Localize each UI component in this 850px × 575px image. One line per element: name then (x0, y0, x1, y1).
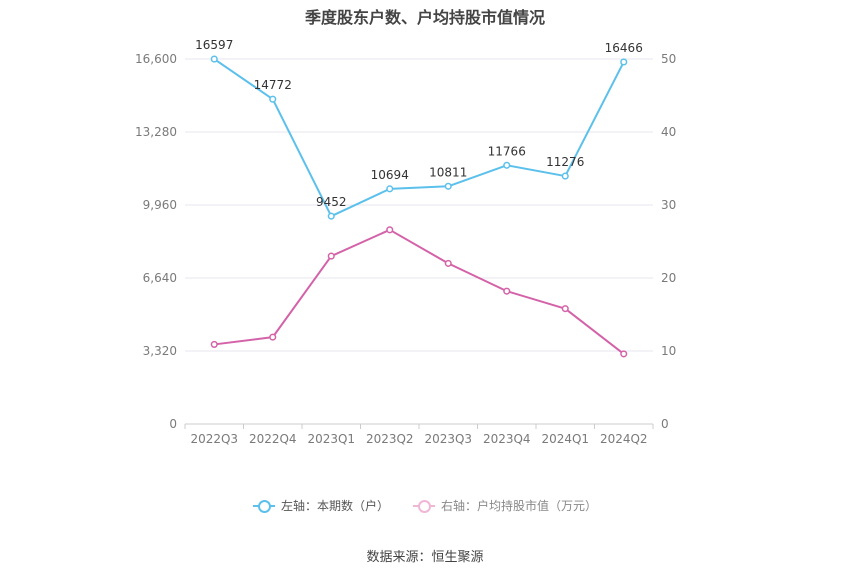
point-households (444, 182, 452, 190)
chart-title: 季度股东户数、户均持股市值情况 (304, 8, 545, 27)
y-right-tick-label: 0 (661, 417, 669, 431)
point-households (386, 185, 394, 193)
y-right-tick-label: 20 (661, 271, 676, 285)
source-note: 数据来源：恒生聚源 (366, 550, 484, 565)
data-label: 16597 (195, 38, 233, 52)
series-line-households (213, 58, 625, 218)
point-avg-value (210, 340, 218, 348)
data-label: 14772 (254, 78, 292, 92)
x-tick-label: 2024Q2 (600, 432, 648, 446)
y-right-tick-label: 40 (661, 125, 676, 139)
data-label: 10694 (371, 168, 409, 182)
x-tick-label: 2022Q3 (190, 432, 238, 446)
y-right-tick-label: 10 (661, 344, 676, 358)
x-tick-label: 2023Q4 (483, 432, 531, 446)
legend-item-households[interactable]: 左轴：本期数（户） (252, 497, 389, 514)
data-label: 10811 (429, 165, 467, 179)
data-label: 11766 (488, 144, 526, 158)
y-left-tick-label: 6,640 (143, 271, 177, 285)
y-right-tick-label: 50 (661, 52, 676, 66)
chart-legend: 左轴：本期数（户） 右轴：户均持股市值（万元） (0, 497, 850, 514)
point-avg-value (269, 333, 277, 341)
point-households (620, 58, 628, 66)
point-households (503, 161, 511, 169)
legend-label-households: 左轴：本期数（户） (280, 499, 389, 513)
data-label: 16466 (605, 41, 643, 55)
series-line-avg-value (214, 228, 625, 355)
x-tick-label: 2023Q1 (307, 432, 355, 446)
y-left-tick-label: 3,320 (143, 344, 177, 358)
point-households (561, 172, 569, 180)
point-avg-value (327, 252, 335, 260)
x-tick-label: 2023Q2 (366, 432, 414, 446)
x-tick-label: 2022Q4 (249, 432, 297, 446)
y-left-tick-label: 16,600 (135, 52, 177, 66)
data-label: 9452 (316, 195, 347, 209)
point-avg-value (444, 259, 452, 267)
point-avg-value (503, 287, 511, 295)
y-right-tick-label: 30 (661, 198, 676, 212)
y-left-tick-label: 13,280 (135, 125, 177, 139)
point-households (327, 212, 335, 220)
legend-label-avg-value: 右轴：户均持股市值（万元） (441, 499, 598, 513)
point-avg-value (561, 305, 569, 313)
y-left-tick-label: 9,960 (143, 198, 177, 212)
x-tick-label: 2023Q3 (424, 432, 472, 446)
legend-swatch-avg-value (413, 499, 435, 513)
point-avg-value (620, 350, 628, 358)
point-households (269, 95, 277, 103)
point-avg-value (386, 226, 394, 234)
legend-item-avg-value[interactable]: 右轴：户均持股市值（万元） (413, 497, 597, 514)
legend-swatch-households (252, 499, 275, 513)
x-tick-label: 2024Q1 (541, 432, 589, 446)
data-label: 11276 (546, 155, 584, 169)
y-left-tick-label: 0 (169, 417, 177, 431)
point-households (210, 55, 218, 63)
